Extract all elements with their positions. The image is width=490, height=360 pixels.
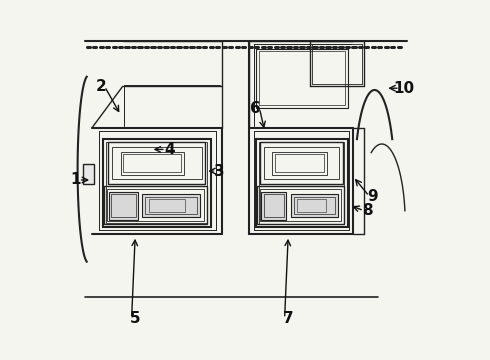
Text: 8: 8 bbox=[362, 203, 373, 218]
Text: 5: 5 bbox=[130, 311, 141, 326]
FancyBboxPatch shape bbox=[291, 194, 338, 217]
Text: 4: 4 bbox=[164, 142, 175, 157]
Text: 2: 2 bbox=[96, 79, 106, 94]
Text: 9: 9 bbox=[368, 189, 378, 204]
FancyBboxPatch shape bbox=[261, 192, 286, 220]
Text: 7: 7 bbox=[283, 311, 294, 326]
FancyBboxPatch shape bbox=[109, 192, 139, 220]
FancyBboxPatch shape bbox=[83, 164, 94, 184]
Text: 1: 1 bbox=[70, 172, 80, 188]
Text: 3: 3 bbox=[215, 163, 225, 179]
FancyBboxPatch shape bbox=[143, 194, 200, 217]
Text: 6: 6 bbox=[250, 100, 261, 116]
Text: 10: 10 bbox=[393, 81, 414, 96]
